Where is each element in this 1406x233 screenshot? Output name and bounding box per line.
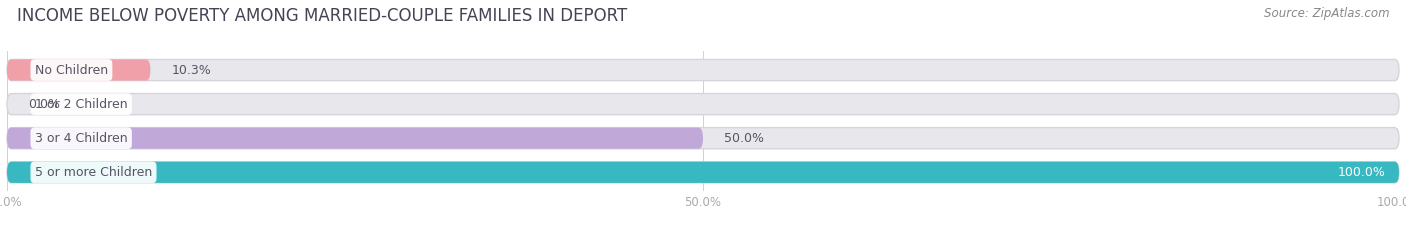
Text: 50.0%: 50.0% — [724, 132, 763, 145]
Text: INCOME BELOW POVERTY AMONG MARRIED-COUPLE FAMILIES IN DEPORT: INCOME BELOW POVERTY AMONG MARRIED-COUPL… — [17, 7, 627, 25]
FancyBboxPatch shape — [7, 59, 150, 81]
FancyBboxPatch shape — [7, 162, 1399, 183]
FancyBboxPatch shape — [7, 128, 1399, 149]
Text: 1 or 2 Children: 1 or 2 Children — [35, 98, 128, 111]
FancyBboxPatch shape — [7, 93, 1399, 115]
FancyBboxPatch shape — [7, 128, 703, 149]
Text: 10.3%: 10.3% — [172, 64, 211, 76]
Text: 100.0%: 100.0% — [1337, 166, 1385, 179]
Text: 3 or 4 Children: 3 or 4 Children — [35, 132, 128, 145]
FancyBboxPatch shape — [7, 162, 1399, 183]
Text: 5 or more Children: 5 or more Children — [35, 166, 152, 179]
Text: No Children: No Children — [35, 64, 108, 76]
FancyBboxPatch shape — [7, 59, 1399, 81]
Text: Source: ZipAtlas.com: Source: ZipAtlas.com — [1264, 7, 1389, 20]
Text: 0.0%: 0.0% — [28, 98, 60, 111]
